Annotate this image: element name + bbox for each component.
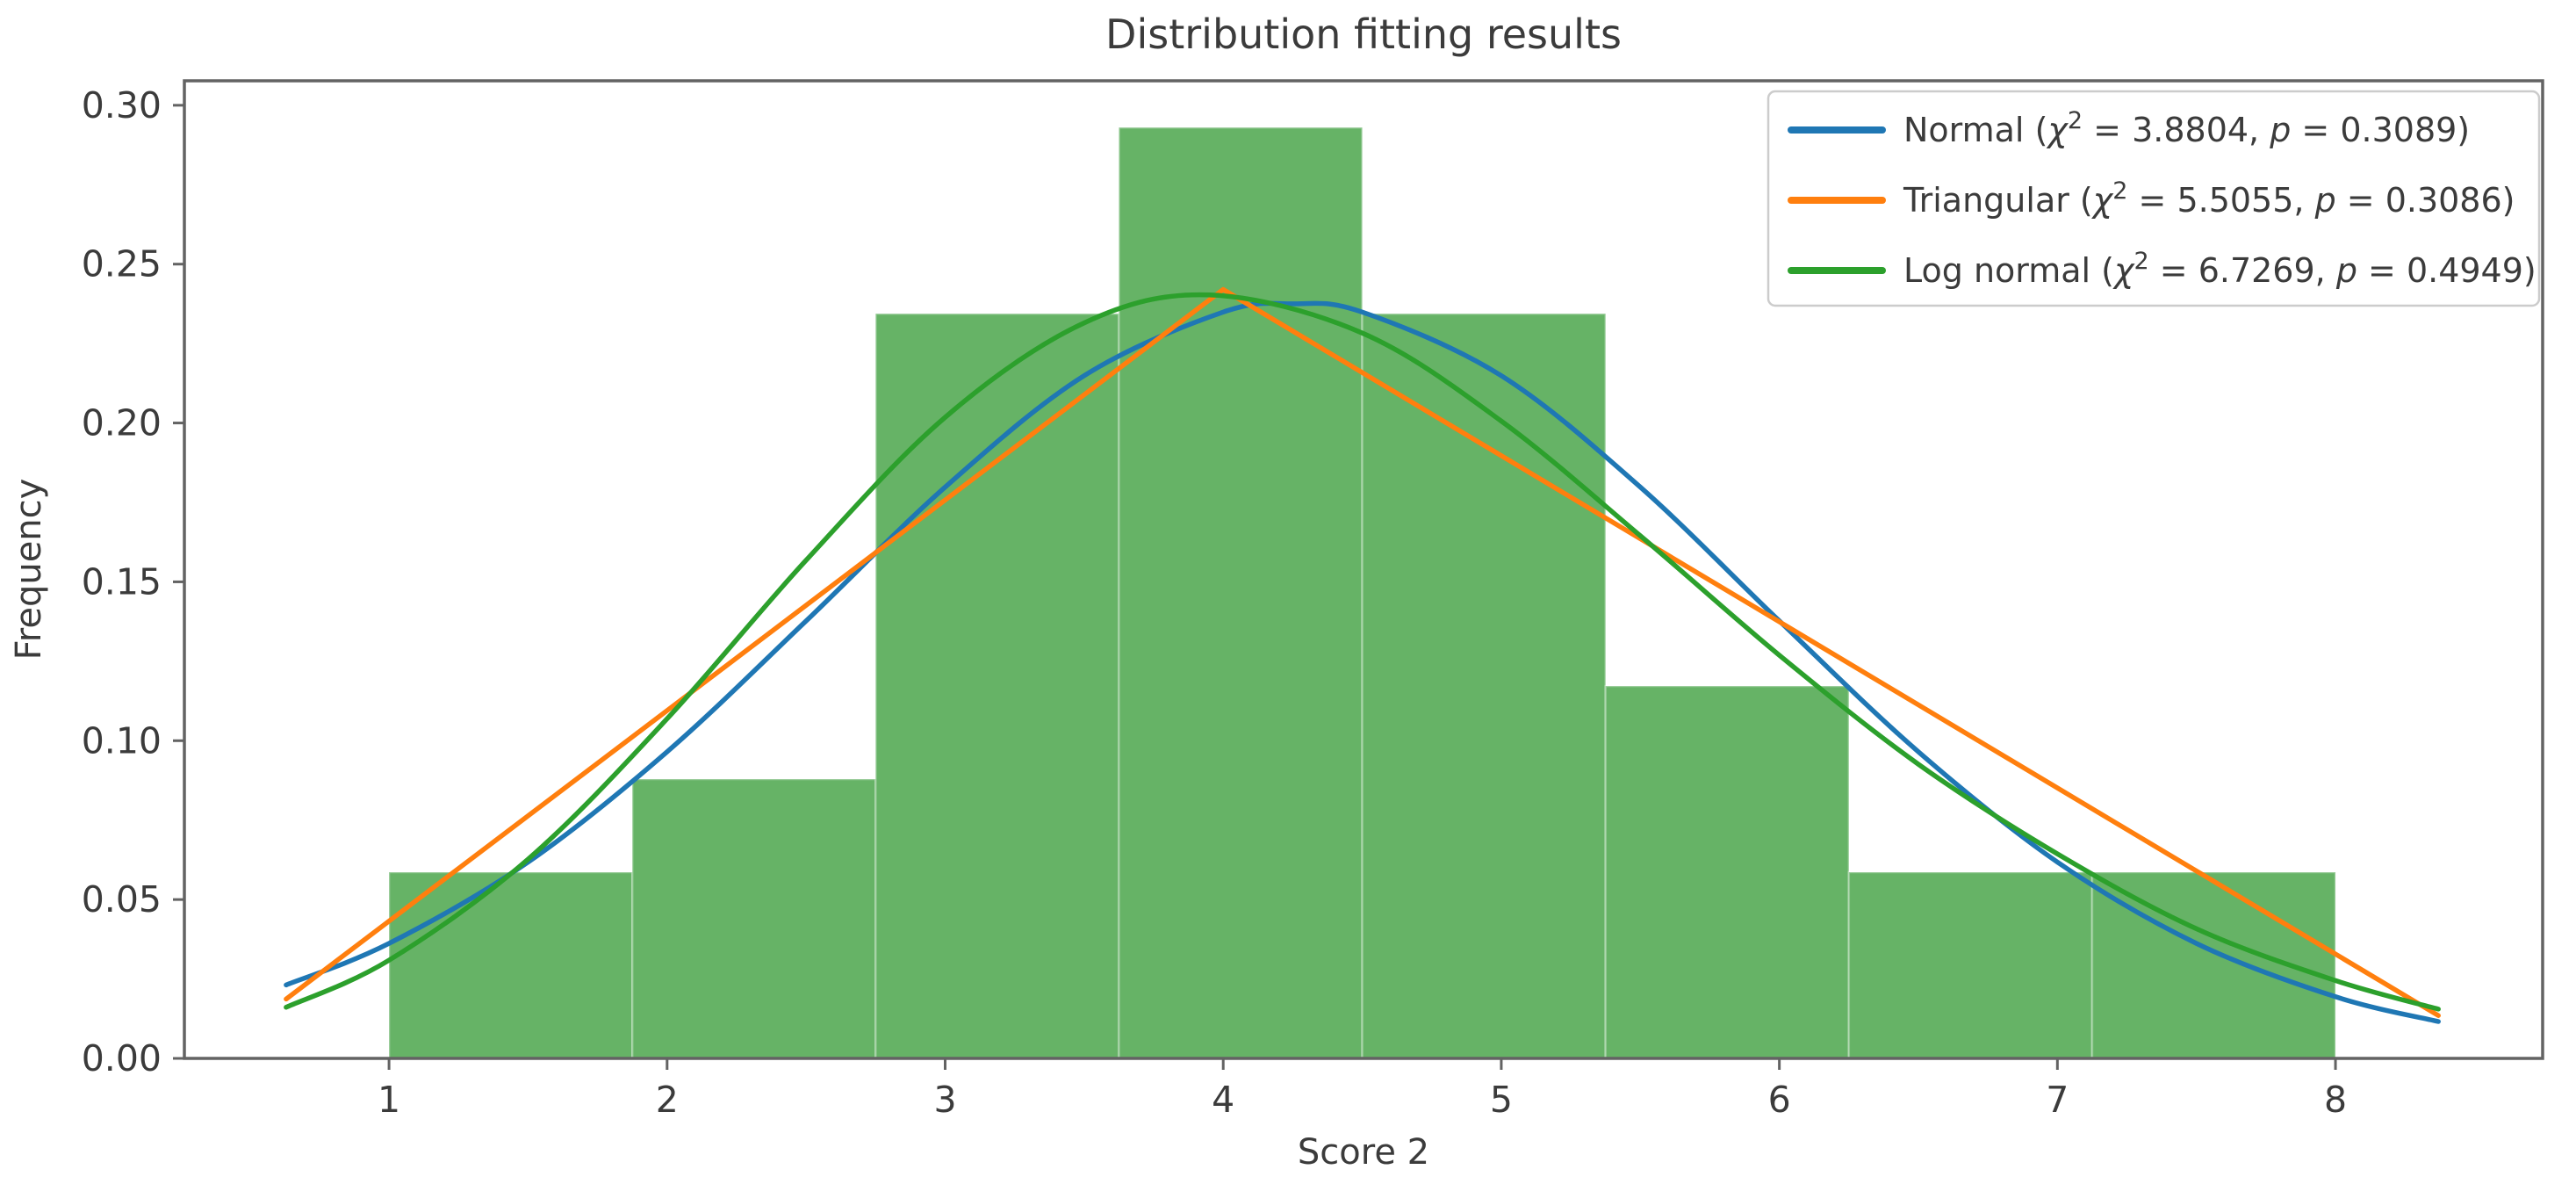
- histogram-bar: [874, 312, 1120, 1060]
- histogram-bar: [1847, 870, 2094, 1060]
- y-tick-label: 0.05: [82, 878, 162, 920]
- legend-box: [1767, 90, 2541, 307]
- log-normal-curve: [284, 292, 2441, 1012]
- x-axis-label: Score 2: [1298, 1132, 1429, 1173]
- y-tick-label: 0.00: [82, 1037, 162, 1079]
- x-tick-label: 8: [2324, 1079, 2347, 1121]
- x-axis-ticks: 1 2 3 4 5 6 7 8: [378, 1058, 2347, 1121]
- y-tick-label: 0.30: [82, 84, 162, 126]
- histogram-bar: [630, 777, 877, 1060]
- legend-label: Normal (χ2 = 3.8804, p = 0.3089): [1903, 107, 2470, 149]
- plot-border: [183, 79, 2544, 1060]
- fit-curves: [284, 286, 2441, 1024]
- y-tick-label: 0.10: [82, 719, 162, 762]
- x-tick-label: 6: [1768, 1079, 1791, 1121]
- histogram-bar: [1118, 126, 1364, 1060]
- histogram-bar: [2090, 870, 2337, 1060]
- x-tick-label: 3: [933, 1079, 956, 1121]
- legend-entry-normal: Normal (χ2 = 3.8804, p = 0.3089): [1788, 107, 2470, 149]
- x-tick-label: 7: [2046, 1079, 2069, 1121]
- legend-label: Log normal (χ2 = 6.7269, p = 0.4949): [1903, 248, 2536, 290]
- triangular-curve: [284, 286, 2441, 1018]
- legend-entry-triangular: Triangular (χ2 = 5.5055, p = 0.3086): [1788, 177, 2515, 220]
- legend-entry-log-normal: Log normal (χ2 = 6.7269, p = 0.4949): [1788, 248, 2536, 290]
- y-tick-label: 0.25: [82, 243, 162, 285]
- legend-label: Triangular (χ2 = 5.5055, p = 0.3086): [1903, 177, 2515, 220]
- y-axis-label: Frequency: [9, 479, 49, 661]
- x-tick-label: 4: [1212, 1079, 1234, 1121]
- legend: Normal (χ2 = 3.8804, p = 0.3089) Triangul…: [1767, 90, 2541, 307]
- histogram-bar: [1604, 684, 1851, 1060]
- chart-title: Distribution fitting results: [1105, 11, 1622, 58]
- histogram-bars: [387, 126, 2337, 1060]
- x-tick-label: 1: [378, 1079, 400, 1121]
- x-tick-label: 2: [656, 1079, 679, 1121]
- x-tick-label: 5: [1490, 1079, 1513, 1121]
- histogram-bar: [1361, 312, 1607, 1060]
- y-tick-label: 0.20: [82, 402, 162, 444]
- y-axis-ticks: 0.00 0.05 0.10 0.15 0.20 0.25 0.30: [82, 84, 184, 1079]
- normal-curve: [284, 300, 2441, 1024]
- y-tick-label: 0.15: [82, 560, 162, 603]
- histogram-bar: [387, 870, 634, 1060]
